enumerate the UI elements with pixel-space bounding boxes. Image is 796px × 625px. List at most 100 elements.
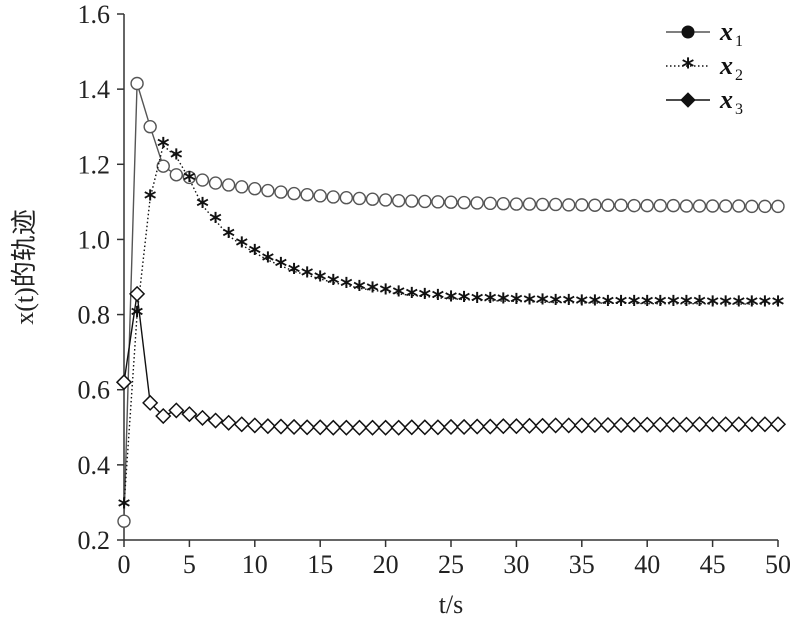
- series-layer: **** ***** * * * * * * * * * * * * * * * * * * * * * * * * * * * * * * *…: [115, 76, 787, 528]
- data-point-x3: [534, 417, 551, 434]
- data-point-x2: *: [523, 289, 536, 317]
- data-point-x3: [351, 419, 368, 436]
- data-point-x1: [679, 199, 694, 213]
- data-point-x3: [377, 419, 394, 436]
- data-point-x2: *: [118, 493, 131, 521]
- data-point-x3: [495, 418, 512, 435]
- data-point-x1: [431, 195, 445, 209]
- data-point-x2: *: [602, 290, 615, 318]
- data-point-x3: [246, 417, 263, 434]
- data-point-x2: *: [327, 270, 340, 298]
- data-point-x1: [548, 197, 563, 212]
- data-point-x2: *: [170, 144, 183, 172]
- data-point-x3: [181, 406, 198, 423]
- legend-star-marker: *: [682, 53, 695, 81]
- data-point-x1: [143, 120, 157, 134]
- series-x1: [117, 76, 785, 528]
- data-point-x2: *: [419, 284, 432, 312]
- data-point-x2: *: [732, 291, 745, 319]
- data-point-x3: [207, 412, 224, 429]
- data-point-x1: [195, 173, 210, 187]
- data-point-x1: [483, 196, 497, 211]
- legend: x 1 * x 2x 3: [666, 17, 743, 118]
- data-point-x2: *: [746, 291, 759, 319]
- data-point-x1: [261, 183, 275, 198]
- data-point-x2: *: [693, 291, 706, 319]
- data-point-x3: [691, 416, 708, 433]
- data-point-x3: [220, 414, 237, 431]
- x-tick-label: 0: [118, 550, 131, 579]
- x-tick-label: 5: [183, 550, 196, 579]
- data-point-x1: [601, 198, 615, 212]
- data-point-x1: [705, 199, 720, 213]
- data-point-x3: [769, 416, 787, 433]
- data-point-x3: [429, 419, 446, 436]
- data-point-x2: *: [445, 286, 458, 314]
- data-point-x3: [129, 285, 146, 302]
- data-point-x2: *: [235, 232, 248, 260]
- data-point-x3: [639, 416, 656, 433]
- y-tick-label: 1.0: [78, 225, 111, 254]
- data-point-x1: [378, 193, 393, 207]
- y-axis-label: x(t)的轨迹: [10, 209, 39, 325]
- data-point-x3: [560, 417, 577, 434]
- x-tick-label: 15: [307, 550, 333, 579]
- data-point-x1: [352, 191, 367, 206]
- x-tick-label: 40: [634, 550, 660, 579]
- data-point-x3: [364, 419, 381, 436]
- data-point-x2: *: [615, 290, 628, 318]
- data-point-x3: [743, 416, 760, 433]
- data-point-x2: *: [340, 272, 353, 300]
- data-point-x1: [339, 191, 354, 205]
- data-point-x2: *: [222, 223, 235, 251]
- x-tick-label: 35: [569, 550, 595, 579]
- data-point-x3: [586, 416, 603, 434]
- data-point-x3: [626, 416, 643, 433]
- x-tick-label: 45: [700, 550, 726, 579]
- data-point-x2: *: [641, 291, 654, 319]
- data-point-x3: [756, 416, 773, 433]
- data-point-x3: [456, 418, 473, 435]
- data-point-x3: [730, 416, 747, 433]
- x-tick-label: 25: [438, 550, 464, 579]
- data-point-x3: [678, 416, 695, 433]
- data-point-x1: [156, 159, 170, 173]
- data-point-x3: [233, 416, 250, 433]
- data-point-x1: [169, 168, 184, 182]
- data-point-x2: *: [562, 290, 575, 318]
- data-point-x3: [338, 419, 355, 436]
- y-tick-label: 1.2: [78, 150, 111, 179]
- data-point-x3: [115, 374, 133, 391]
- data-point-x1: [718, 199, 733, 213]
- data-point-x2: *: [314, 266, 327, 294]
- data-point-x2: *: [157, 133, 170, 161]
- data-point-x1: [391, 194, 406, 208]
- data-point-x2: *: [183, 166, 196, 194]
- data-point-x1: [221, 178, 236, 192]
- data-point-x2: *: [405, 282, 418, 310]
- y-tick-label: 0.4: [78, 451, 111, 480]
- data-point-x3: [325, 419, 342, 436]
- data-point-x3: [482, 418, 499, 435]
- y-tick-label: 0.8: [78, 301, 111, 330]
- data-point-x2: *: [196, 193, 209, 221]
- data-point-x3: [652, 416, 669, 433]
- data-point-x3: [469, 418, 486, 435]
- data-point-x1: [692, 199, 707, 213]
- data-point-x1: [208, 176, 223, 190]
- data-point-x1: [535, 197, 550, 212]
- data-point-x1: [627, 198, 641, 213]
- y-tick-label: 0.6: [78, 376, 111, 405]
- data-point-x3: [665, 416, 682, 433]
- data-point-x3: [142, 394, 159, 411]
- data-point-x3: [155, 407, 172, 425]
- y-tick-label: 0.2: [78, 526, 111, 555]
- data-point-x2: *: [379, 279, 392, 307]
- y-tick-label: 1.4: [78, 75, 111, 104]
- data-point-x2: *: [301, 262, 314, 290]
- data-point-x3: [272, 418, 290, 435]
- data-point-x1: [287, 186, 301, 201]
- data-point-x3: [599, 416, 617, 434]
